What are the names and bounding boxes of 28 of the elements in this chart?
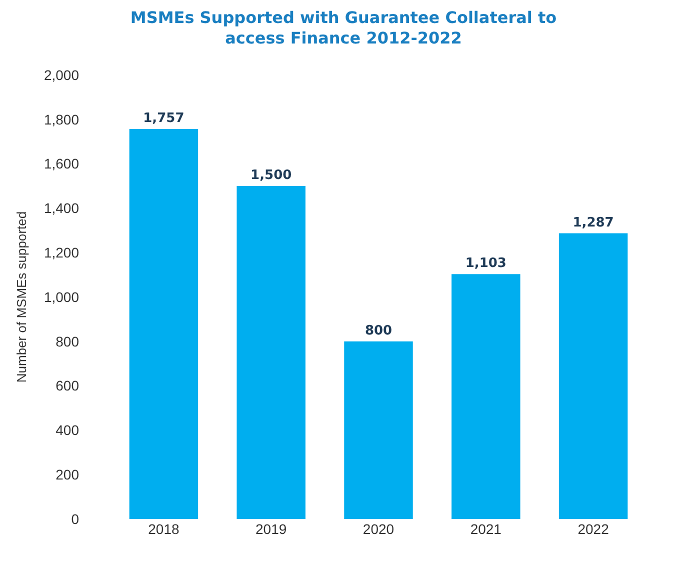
y-tick-label: 2,000: [44, 66, 80, 83]
y-tick-label: 1,400: [44, 200, 80, 216]
x-tick-label: 2019: [256, 521, 287, 537]
x-tick-label: 2020: [362, 521, 394, 537]
x-tick-label: 2018: [148, 521, 180, 537]
y-tick-label: 400: [56, 422, 80, 438]
y-tick-label: 0: [71, 510, 80, 527]
y-tick-label: 1,600: [44, 156, 80, 172]
y-tick-label: 1,800: [44, 111, 80, 128]
data-label: 800: [364, 323, 392, 338]
data-label: 1,103: [465, 256, 506, 272]
bar: [452, 274, 520, 519]
y-tick-label: 1,000: [44, 288, 80, 305]
data-label: 1,287: [572, 215, 614, 230]
x-tick-label: 2022: [578, 521, 610, 537]
y-tick-label: 1,200: [44, 244, 80, 260]
bar: [129, 128, 198, 519]
y-tick-label: 800: [56, 333, 80, 350]
chart-title: MSMEs Supported with Guarantee Collateral to access Finance 2012-2022: [130, 8, 557, 48]
y-axis-title: Number of MSMEs supported: [14, 211, 29, 383]
bar: [236, 186, 306, 519]
y-tick-label: 200: [56, 466, 80, 482]
x-tick-label: 2021: [470, 521, 502, 537]
data-label: 1,757: [143, 110, 184, 126]
bar: [344, 341, 413, 519]
y-tick-label: 600: [56, 378, 80, 394]
data-label: 1,500: [250, 168, 292, 183]
bar: [558, 233, 628, 519]
